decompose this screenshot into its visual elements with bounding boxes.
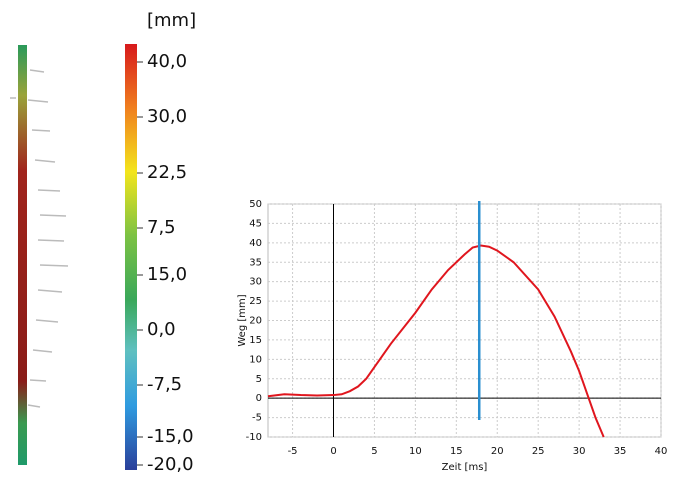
colorbar-label: 22,5: [147, 162, 187, 183]
x-tick-label: 30: [573, 446, 586, 457]
y-tick-label: 50: [249, 199, 262, 210]
y-tick-label: 0: [256, 393, 262, 404]
colorbar-label: -20,0: [147, 454, 194, 475]
colorbar-label: -7,5: [147, 374, 182, 395]
y-tick-label: 5: [256, 374, 262, 385]
beam: [18, 45, 27, 465]
y-tick-label: 10: [249, 354, 262, 365]
x-tick-label: 0: [330, 446, 336, 457]
x-tick-label: -5: [288, 446, 298, 457]
y-tick-label: 20: [249, 316, 262, 327]
colorbar-label: 7,5: [147, 217, 176, 238]
x-tick-label: 40: [655, 446, 668, 457]
colorbar-label: 0,0: [147, 319, 176, 340]
y-tick-label: 25: [249, 296, 262, 307]
line: [267, 244, 605, 438]
y-tick-label: 35: [249, 257, 262, 268]
y-tick-label: 40: [249, 238, 262, 249]
colorbar-label: 15,0: [147, 264, 187, 285]
x-tick-label: 15: [450, 446, 463, 457]
y-axis-label: Weg [mm]: [237, 294, 248, 346]
colorbar-label: -15,0: [147, 426, 194, 447]
y-tick-label: -10: [246, 432, 262, 443]
point-cloud: [10, 69, 69, 408]
chart: -10 -5 0 5 10 15 20 25 30 35 40 45 50 -5 0 5 10 15 20 25 30 3…: [237, 199, 667, 473]
specimen-image: [10, 45, 69, 465]
colorbar-label: 30,0: [147, 106, 187, 127]
x-tick-label: 20: [491, 446, 504, 457]
y-tick-label: -5: [252, 413, 262, 424]
colorbar-unit: [mm]: [147, 10, 196, 31]
x-tick-label: 25: [532, 446, 545, 457]
x-tick-label: 35: [614, 446, 627, 457]
x-tick-label: 10: [409, 446, 422, 457]
y-tick-label: 45: [249, 218, 262, 229]
y-tick-label: 15: [249, 335, 262, 346]
y-tick-label: 30: [249, 277, 262, 288]
colorbar-labels: 40,0 30,0 22,5 7,5 15,0 0,0 -7,5 -15,0 -20,0: [137, 51, 194, 475]
colorbar: [125, 44, 137, 470]
x-tick-label: 5: [371, 446, 377, 457]
colorbar-label: 40,0: [147, 51, 187, 72]
x-axis-label: Zeit [ms]: [442, 462, 488, 473]
